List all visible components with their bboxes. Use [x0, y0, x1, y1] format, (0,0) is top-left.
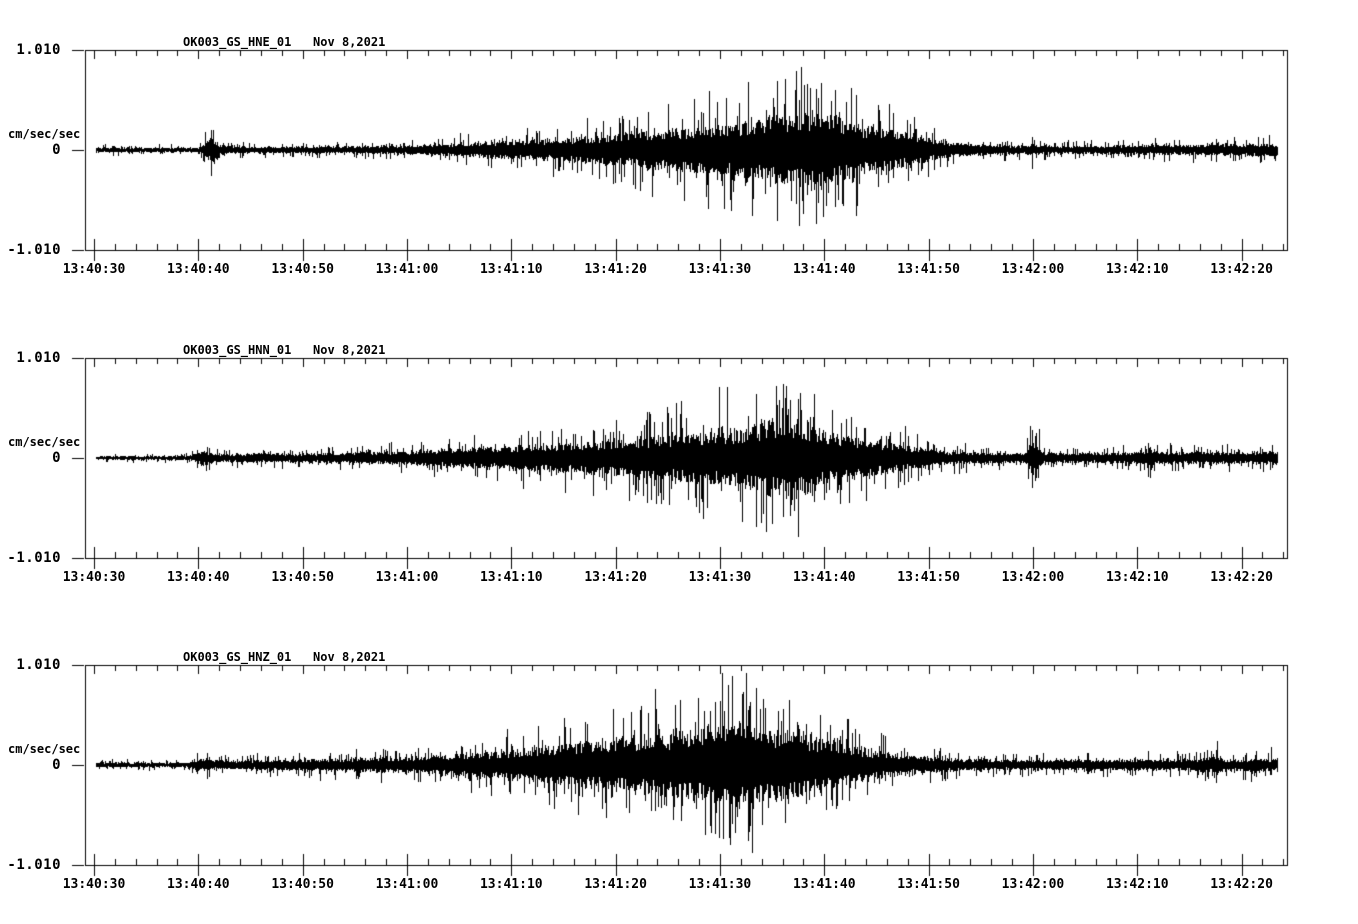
x-tick-label: 13:40:40: [167, 262, 230, 277]
seismogram-panel-hne: OK003_GS_HNE_01 Nov 8,2021 1.010 0 -1.01…: [0, 35, 1358, 350]
y-tick-label-max: 1.010: [16, 350, 61, 366]
x-tick-label: 13:40:50: [271, 570, 334, 585]
x-tick-label: 13:41:20: [584, 570, 647, 585]
x-tick-label: 13:40:50: [271, 262, 334, 277]
x-tick-label: 13:40:50: [271, 877, 334, 892]
x-tick-label: 13:41:50: [897, 877, 960, 892]
x-tick-label: 13:41:50: [897, 570, 960, 585]
x-tick-label: 13:41:10: [479, 262, 543, 277]
x-tick-label: 13:42:00: [1001, 570, 1065, 585]
x-tick-label: 13:41:30: [688, 570, 752, 585]
seismogram-canvas-hnn: [70, 356, 1295, 574]
x-tick-label: 13:40:40: [167, 877, 230, 892]
y-axis-unit-label: cm/sec/sec: [8, 127, 81, 141]
y-tick-label-max: 1.010: [16, 657, 61, 673]
chart-title-hne: OK003_GS_HNE_01 Nov 8,2021: [183, 35, 386, 49]
y-axis-unit-label: cm/sec/sec: [8, 435, 81, 449]
x-tick-label: 13:42:10: [1105, 262, 1169, 277]
x-tick-label: 13:42:10: [1105, 570, 1169, 585]
y-axis-unit-label: cm/sec/sec: [8, 742, 81, 756]
y-tick-label-zero: 0: [52, 142, 61, 158]
x-tick-label: 13:40:30: [62, 262, 126, 277]
x-tick-label: 13:42:20: [1210, 262, 1273, 277]
x-tick-label: 13:42:20: [1210, 877, 1273, 892]
x-tick-label: 13:41:20: [584, 877, 647, 892]
seismogram-panel-hnz: OK003_GS_HNZ_01 Nov 8,2021 1.010 0 -1.01…: [0, 650, 1358, 924]
x-tick-label: 13:41:50: [897, 262, 960, 277]
y-tick-label-zero: 0: [52, 757, 61, 773]
x-tick-label: 13:41:40: [792, 877, 856, 892]
x-tick-label: 13:42:20: [1210, 570, 1273, 585]
chart-title-hnn: OK003_GS_HNN_01 Nov 8,2021: [183, 343, 386, 357]
x-tick-label: 13:40:30: [62, 877, 126, 892]
y-tick-label-zero: 0: [52, 450, 61, 466]
x-tick-label: 13:42:00: [1001, 262, 1065, 277]
y-tick-label-max: 1.010: [16, 42, 61, 58]
x-tick-label: 13:41:00: [375, 262, 439, 277]
x-tick-label: 13:41:00: [375, 570, 439, 585]
x-tick-label: 13:41:40: [792, 570, 856, 585]
x-tick-label: 13:42:10: [1105, 877, 1169, 892]
y-tick-label-min: -1.010: [7, 550, 61, 566]
y-tick-label-min: -1.010: [7, 242, 61, 258]
seismogram-canvas-hnz: [70, 663, 1295, 881]
x-tick-label: 13:40:30: [62, 570, 126, 585]
y-tick-label-min: -1.010: [7, 857, 61, 873]
x-tick-label: 13:41:10: [479, 877, 543, 892]
x-tick-label: 13:41:00: [375, 877, 439, 892]
chart-title-hnz: OK003_GS_HNZ_01 Nov 8,2021: [183, 650, 386, 664]
x-tick-label: 13:40:40: [167, 570, 230, 585]
seismogram-panel-hnn: OK003_GS_HNN_01 Nov 8,2021 1.010 0 -1.01…: [0, 343, 1358, 658]
x-tick-label: 13:41:40: [792, 262, 856, 277]
x-tick-label: 13:41:30: [688, 877, 752, 892]
x-tick-label: 13:41:20: [584, 262, 647, 277]
seismogram-canvas-hne: [70, 48, 1295, 266]
x-tick-label: 13:41:30: [688, 262, 752, 277]
x-tick-label: 13:41:10: [479, 570, 543, 585]
x-tick-label: 13:42:00: [1001, 877, 1065, 892]
